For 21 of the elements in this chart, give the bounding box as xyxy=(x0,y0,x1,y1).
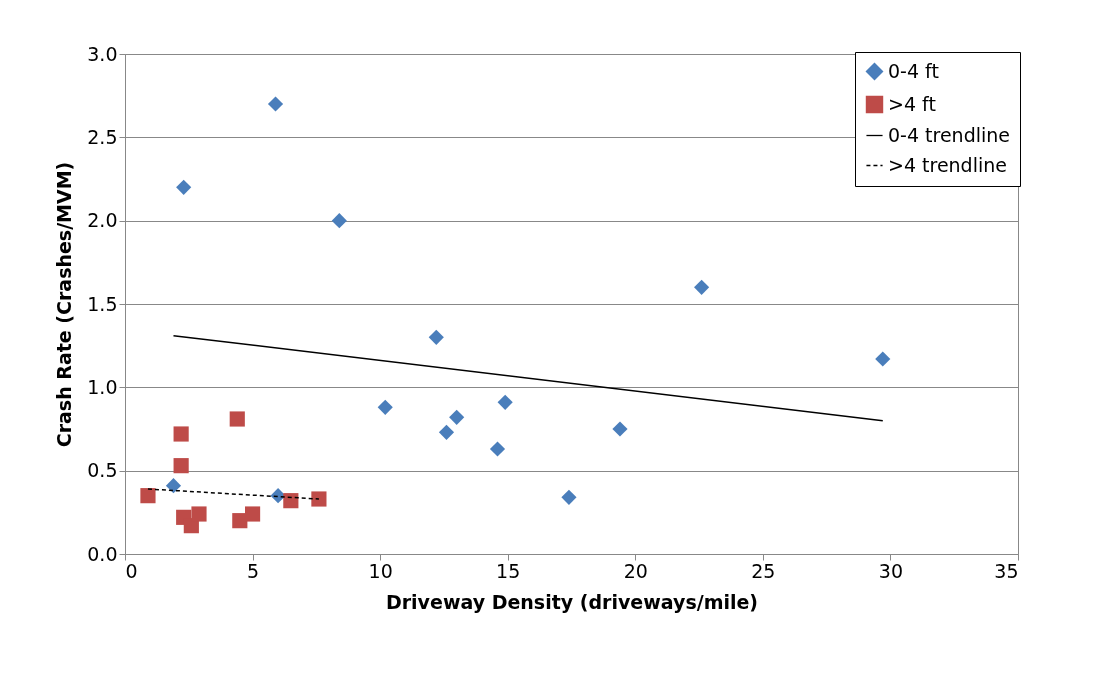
x-tick-label: 10 xyxy=(368,559,393,582)
x-tick-label: 35 xyxy=(994,559,1019,582)
y-tick-label: 3.0 xyxy=(87,42,118,65)
y-tick-label: 1.5 xyxy=(87,292,118,315)
y-axis-title: Crash Rate (Crashes/MVM) xyxy=(53,161,76,448)
x-tick-label: 5 xyxy=(247,559,260,582)
legend-label: 0-4 ft xyxy=(888,59,939,82)
y-tick-label: 2.0 xyxy=(87,209,118,232)
x-tick-label: 25 xyxy=(751,559,776,582)
x-tick-label: 20 xyxy=(623,559,648,582)
y-tick-label: 1.0 xyxy=(87,375,118,398)
legend-label: >4 ft xyxy=(888,92,936,115)
x-tick-label: 30 xyxy=(878,559,904,582)
y-tick-label: 0.5 xyxy=(87,459,118,482)
x-axis-title: Driveway Density (driveways/mile) xyxy=(385,590,759,613)
legend-label: 0-4 trendline xyxy=(888,123,1010,146)
y-tick-label: 2.5 xyxy=(87,125,118,148)
x-tick-label: 0 xyxy=(125,559,138,582)
x-tick-label: 15 xyxy=(496,559,521,582)
legend-label: >4 trendline xyxy=(888,153,1007,176)
y-tick-label: 0.0 xyxy=(87,542,118,565)
